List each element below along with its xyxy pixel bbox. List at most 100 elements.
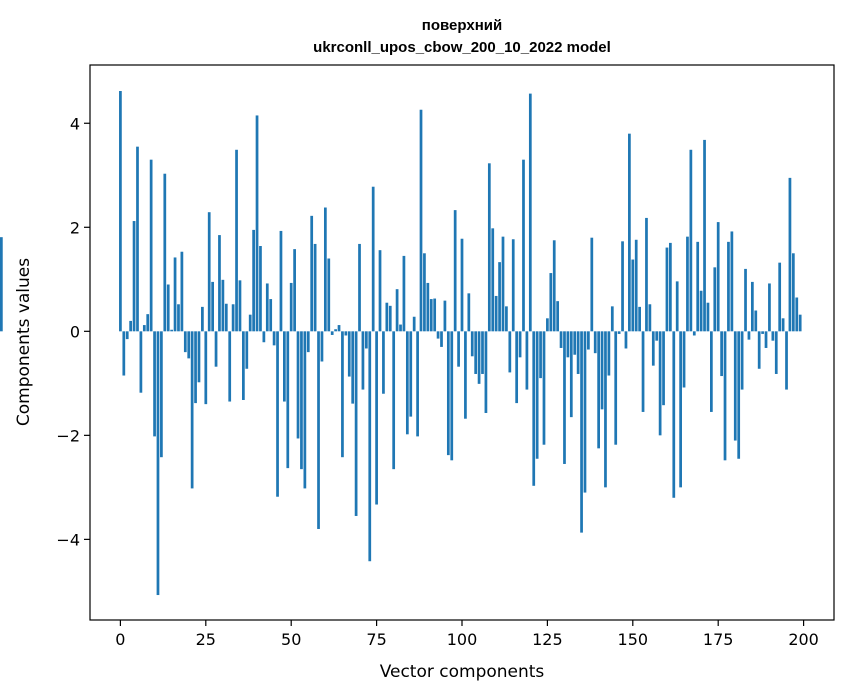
bar-135 <box>580 331 583 533</box>
bar-70 <box>358 243 361 332</box>
bar-35 <box>238 280 242 332</box>
bar-63 <box>334 329 337 332</box>
bar-133 <box>573 331 577 355</box>
bar-180 <box>733 331 737 441</box>
y-tick-label: 0 <box>70 322 80 341</box>
bar-150 <box>631 259 635 332</box>
bar-119 <box>525 331 529 390</box>
bar-127 <box>552 240 556 332</box>
bar-88 <box>419 109 423 332</box>
bar-47 <box>279 230 283 332</box>
bar-100 <box>460 238 464 332</box>
bar-65 <box>341 331 344 458</box>
bar-3 <box>129 320 133 332</box>
bar-140 <box>597 331 600 449</box>
bar-103 <box>470 331 474 357</box>
bar-199 <box>798 314 802 332</box>
bar-157 <box>655 331 659 341</box>
bar-124 <box>542 331 546 445</box>
bar-57 <box>313 243 317 332</box>
bar-48 <box>283 331 286 402</box>
bar-40 <box>255 115 259 332</box>
bar-13 <box>163 173 167 332</box>
bar-26 <box>207 212 211 332</box>
bar-28 <box>214 331 218 367</box>
bar-138 <box>590 237 594 332</box>
bar-71 <box>361 331 365 390</box>
bar-10 <box>153 331 156 437</box>
bar-8 <box>146 314 150 332</box>
bar-182 <box>740 331 744 390</box>
bar-196 <box>788 177 792 332</box>
bar-149 <box>628 133 631 332</box>
bar-154 <box>645 217 648 332</box>
bar-101 <box>464 331 467 419</box>
plot-frame <box>89 64 835 621</box>
bar-155 <box>648 304 652 332</box>
bar-22 <box>194 331 197 404</box>
bar-147 <box>621 241 624 332</box>
bar-6 <box>139 331 143 393</box>
x-tick-label: 100 <box>447 630 478 649</box>
bar-58 <box>317 331 320 529</box>
bar-174 <box>713 267 717 332</box>
bar-60 <box>323 207 327 332</box>
bar-165 <box>682 331 686 388</box>
bar-164 <box>679 331 682 488</box>
bar-173 <box>710 331 713 412</box>
bar-5 <box>136 146 139 332</box>
bar-117 <box>518 331 522 358</box>
bar-189 <box>764 331 768 348</box>
bar-25 <box>204 331 208 405</box>
bar-74 <box>371 186 375 332</box>
bar-113 <box>505 306 508 332</box>
bar-82 <box>399 324 402 332</box>
bar-80 <box>392 331 396 470</box>
bar-177 <box>723 331 727 461</box>
bar-16 <box>173 257 177 332</box>
bar-192 <box>774 331 778 374</box>
bar-111 <box>498 262 501 332</box>
bar-9 <box>149 159 153 332</box>
bar-29 <box>218 235 221 332</box>
bar-131 <box>566 331 570 358</box>
bar-105 <box>477 331 481 384</box>
x-axis-label: Vector components <box>380 662 545 682</box>
bar-116 <box>515 331 519 404</box>
bar-195 <box>785 331 788 390</box>
bar-20 <box>187 331 191 359</box>
bar-54 <box>303 331 307 489</box>
bar-44 <box>269 299 273 332</box>
bar-136 <box>583 331 587 493</box>
bar-194 <box>781 318 785 332</box>
bar-93 <box>436 331 440 339</box>
bar-4 <box>132 221 136 332</box>
bar-14 <box>166 284 170 332</box>
x-tick-label: 0 <box>115 630 125 649</box>
bar-186 <box>754 310 758 332</box>
x-tick-label: 125 <box>532 630 563 649</box>
y-axis-label: Components values <box>14 258 34 426</box>
bar-undefined <box>0 237 3 332</box>
bar-160 <box>665 247 669 332</box>
y-tick-label: −2 <box>56 426 80 445</box>
bar-166 <box>686 236 689 332</box>
bar-78 <box>385 302 389 332</box>
bar-181 <box>737 331 741 459</box>
bar-49 <box>286 331 290 469</box>
bar-97 <box>450 331 454 461</box>
bar-128 <box>556 301 560 332</box>
bar-0 <box>119 91 122 332</box>
bar-15 <box>170 329 174 332</box>
y-tick-label: 2 <box>70 218 80 237</box>
bar-137 <box>587 331 590 350</box>
bar-106 <box>481 331 484 374</box>
x-tick-label: 175 <box>703 630 734 649</box>
bar-148 <box>624 331 628 349</box>
bar-52 <box>296 331 300 439</box>
bar-115 <box>511 239 515 332</box>
bar-198 <box>795 297 799 332</box>
bar-75 <box>375 331 378 505</box>
bar-104 <box>474 331 478 374</box>
bar-69 <box>354 331 358 516</box>
